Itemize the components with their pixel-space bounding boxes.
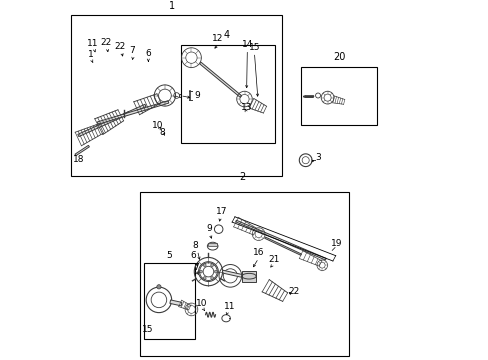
Text: 6: 6	[145, 49, 151, 58]
Text: 1: 1	[168, 1, 175, 11]
Text: 2: 2	[239, 172, 245, 182]
Text: 17: 17	[215, 207, 227, 216]
Circle shape	[203, 264, 206, 267]
Bar	[301, 67, 376, 125]
Polygon shape	[264, 237, 301, 255]
Text: 16: 16	[252, 248, 264, 257]
Text: 6: 6	[190, 251, 196, 260]
Text: 8: 8	[192, 241, 198, 250]
Text: 1: 1	[88, 50, 93, 59]
Text: 22: 22	[100, 38, 111, 47]
Text: 14: 14	[241, 40, 252, 49]
Text: 11: 11	[86, 39, 98, 48]
Text: 7: 7	[193, 262, 199, 271]
Bar	[143, 263, 195, 339]
Text: 20: 20	[332, 52, 345, 62]
Text: 10: 10	[152, 121, 163, 130]
Bar	[242, 271, 256, 282]
Text: 19: 19	[331, 239, 342, 248]
Circle shape	[157, 285, 161, 289]
Polygon shape	[199, 62, 241, 98]
Text: 22: 22	[288, 287, 299, 296]
Circle shape	[214, 270, 217, 273]
Text: 12: 12	[211, 34, 223, 43]
Text: 15: 15	[141, 325, 153, 334]
Text: 3: 3	[315, 153, 320, 162]
Text: 5: 5	[166, 251, 172, 260]
Text: 10: 10	[196, 299, 207, 308]
Text: 9: 9	[206, 224, 212, 233]
Text: 11: 11	[224, 302, 235, 311]
Circle shape	[210, 264, 213, 267]
Text: 4: 4	[224, 30, 229, 40]
Polygon shape	[179, 94, 189, 96]
Polygon shape	[303, 96, 305, 97]
Text: 21: 21	[267, 255, 279, 264]
Polygon shape	[78, 104, 146, 136]
Text: 8: 8	[159, 128, 165, 137]
Text: 22: 22	[114, 42, 125, 51]
Polygon shape	[169, 300, 182, 306]
Polygon shape	[235, 220, 325, 260]
Circle shape	[210, 276, 213, 279]
Bar	[71, 15, 281, 176]
Bar	[140, 192, 348, 356]
Text: 9: 9	[194, 91, 200, 100]
Bar	[181, 45, 274, 143]
Bar	[208, 243, 217, 246]
Circle shape	[199, 270, 202, 273]
Text: 13: 13	[240, 103, 251, 112]
Text: 15: 15	[248, 42, 260, 51]
Polygon shape	[305, 96, 313, 97]
Polygon shape	[222, 270, 242, 277]
Polygon shape	[75, 145, 89, 156]
Polygon shape	[97, 101, 168, 124]
Text: 7: 7	[129, 46, 135, 55]
Text: 18: 18	[72, 155, 84, 164]
Circle shape	[203, 276, 206, 279]
